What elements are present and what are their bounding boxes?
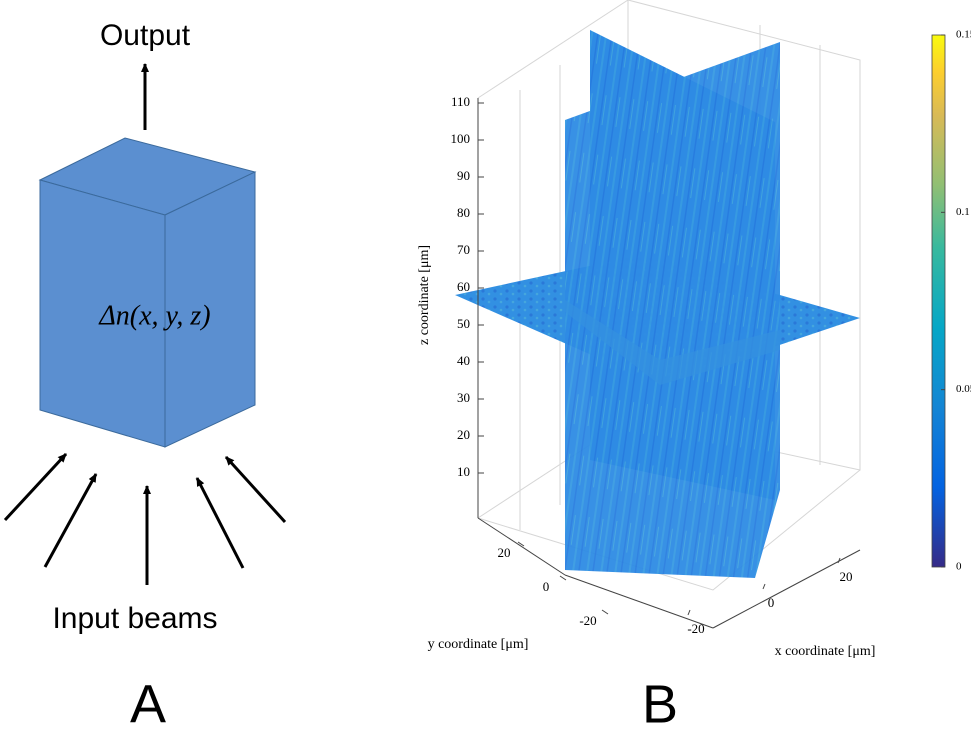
z-tick-label: 90 [457,168,470,183]
ticks: 10 20 30 40 50 60 70 80 90 100 110 -20 0 20 -20 0 20 0 0.0… [451,29,971,636]
z-tick-label: 60 [457,279,470,294]
y-tick-label: 0 [543,579,550,594]
z-tick-label: 100 [451,131,471,146]
input-arrows [3,452,287,585]
y-tick-label: -20 [579,613,596,628]
output-label: Output [100,19,191,52]
axes [477,98,861,629]
y-tick [559,575,567,581]
z-tick-label: 80 [457,205,470,220]
z-tick-label: 40 [457,353,470,368]
y-tick [517,541,525,547]
colorbar-tick-label: 0 [956,561,962,573]
panel-a: Output Δn(x, y, z) Input beams A [3,19,287,729]
x-tick [837,557,841,564]
z-axis-label: z coordinate [μm] [417,245,432,345]
slice-overlap [565,300,780,385]
panel-label: B [642,674,678,729]
colorbar-tick-label: 0.05 [956,383,971,395]
y-tick-label: 20 [498,545,511,560]
x-tick-label: 20 [840,569,853,584]
colorbar-tick-label: 0.1 [956,206,970,218]
box-front [39,179,166,448]
slice-xz [565,42,780,578]
z-tick-label: 20 [457,427,470,442]
y-axis-label: y coordinate [μm] [428,637,529,652]
panel-label: A [130,674,166,729]
z-tick-label: 50 [457,316,470,331]
formula: Δn(x, y, z) [98,300,210,331]
x-tick [762,583,766,590]
colorbar [931,34,946,568]
z-tick-label: 30 [457,390,470,405]
x-axis-label: x coordinate [μm] [775,644,876,659]
x-tick [687,609,691,616]
z-tick-label: 110 [451,94,470,109]
z-tick-label: 10 [457,464,470,479]
x-tick-label: -20 [687,621,704,636]
panel-b: z coordinate [μm] y coordinate [μm] x co… [417,0,971,729]
colorbar-tick-label: 0.15 [956,29,971,41]
input-label: Input beams [52,602,217,635]
y-tick [601,609,609,615]
x-tick-label: 0 [768,595,775,610]
z-tick-label: 70 [457,242,470,257]
